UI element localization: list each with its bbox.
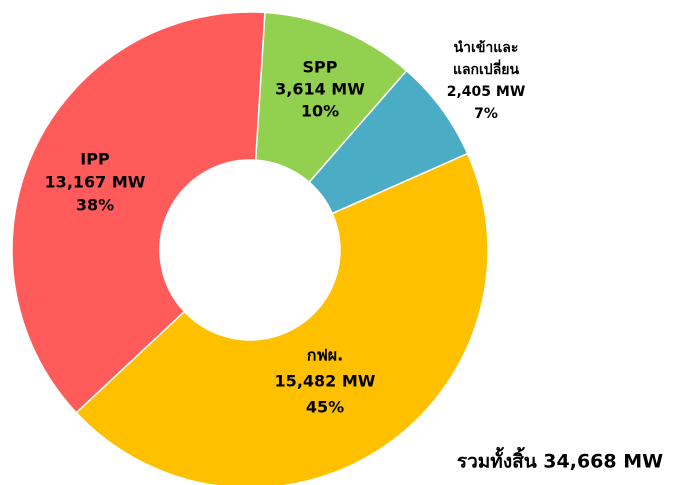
percentage-label: 7% — [474, 106, 498, 122]
slices — [11, 11, 489, 485]
percentage-label: 10% — [301, 102, 339, 121]
slice — [75, 152, 489, 485]
category-label: นำเข้าและ — [454, 40, 519, 56]
percentage-label: 38% — [76, 196, 114, 215]
value-label: 15,482 MW — [275, 372, 376, 391]
value-label: 3,614 MW — [275, 80, 365, 99]
category-label: แลกเปลี่ยน — [453, 59, 520, 78]
percentage-label: 45% — [306, 398, 344, 417]
category-label: SPP — [303, 58, 338, 77]
slice — [254, 11, 408, 184]
value-label: 13,167 MW — [45, 173, 146, 192]
value-label: 2,405 MW — [447, 84, 526, 100]
category-label: กฟผ. — [307, 346, 343, 365]
category-label: IPP — [80, 150, 110, 169]
total-annotation: รวมทั้งสิ้น 34,668 MW — [457, 447, 663, 473]
slice — [11, 11, 266, 414]
